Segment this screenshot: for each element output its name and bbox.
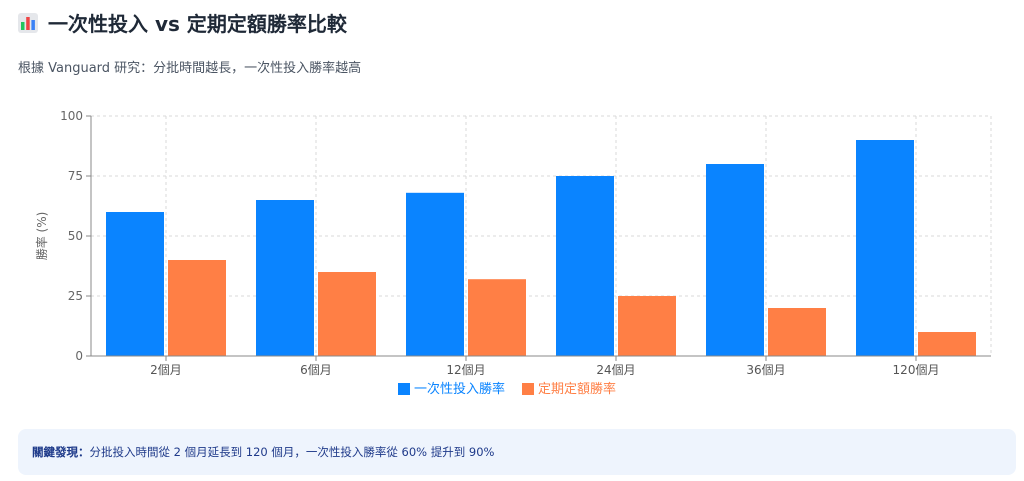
x-tick-label: 2個月 (150, 363, 182, 377)
bar-lump-sum (856, 140, 914, 356)
bar-lump-sum (406, 192, 464, 356)
legend-label-dca: 定期定額勝率 (538, 381, 616, 397)
key-finding-text: 分批投入時間從 2 個月延長到 120 個月，一次性投入勝率從 60% 提升到 … (89, 445, 495, 459)
legend-swatch-dca (522, 383, 534, 395)
y-tick-label: 75 (68, 169, 83, 183)
legend-swatch-lump-sum (398, 383, 410, 395)
bar-lump-sum (106, 212, 164, 356)
bar-lump-sum (256, 200, 314, 356)
chart-container: 0 25 50 75 100 2個月 6個月 12個月 24個月 36個月 120個月 勝率 (%) 一… (0, 100, 1024, 410)
legend-label-lump-sum: 一次性投入勝率 (414, 381, 505, 397)
x-tick-label: 6個月 (300, 363, 332, 377)
y-tick-label: 100 (60, 109, 83, 123)
bar-dca (318, 272, 376, 356)
key-finding-label: 關鍵發現： (32, 445, 90, 459)
key-finding-box: 關鍵發現：分批投入時間從 2 個月延長到 120 個月，一次性投入勝率從 60%… (18, 429, 1016, 475)
y-tick-label: 25 (68, 289, 83, 303)
bar-dca (618, 296, 676, 356)
page-title: 一次性投入 vs 定期定額勝率比較 (48, 12, 347, 36)
bar-chart: 0 25 50 75 100 2個月 6個月 12個月 24個月 36個月 120個月 勝率 (%) 一… (34, 109, 992, 397)
title-row: 一次性投入 vs 定期定額勝率比較 (18, 8, 347, 37)
x-tick-label: 24個月 (596, 363, 635, 377)
bar-dca (918, 332, 976, 356)
x-tick-label: 36個月 (746, 363, 785, 377)
y-tick-label: 0 (75, 349, 83, 363)
bar-dca (768, 308, 826, 356)
bar-lump-sum (556, 176, 614, 356)
x-tick-label: 12個月 (446, 363, 485, 377)
y-axis-label: 勝率 (%) (34, 212, 49, 261)
bar-dca (168, 260, 226, 356)
x-tick-label: 120個月 (893, 363, 940, 377)
page-subtitle: 根據 Vanguard 研究：分批時間越長，一次性投入勝率越高 (18, 61, 362, 76)
bar-chart-icon (18, 12, 38, 33)
bar-lump-sum (706, 164, 764, 356)
y-tick-label: 50 (68, 229, 83, 243)
bar-dca (468, 279, 526, 356)
